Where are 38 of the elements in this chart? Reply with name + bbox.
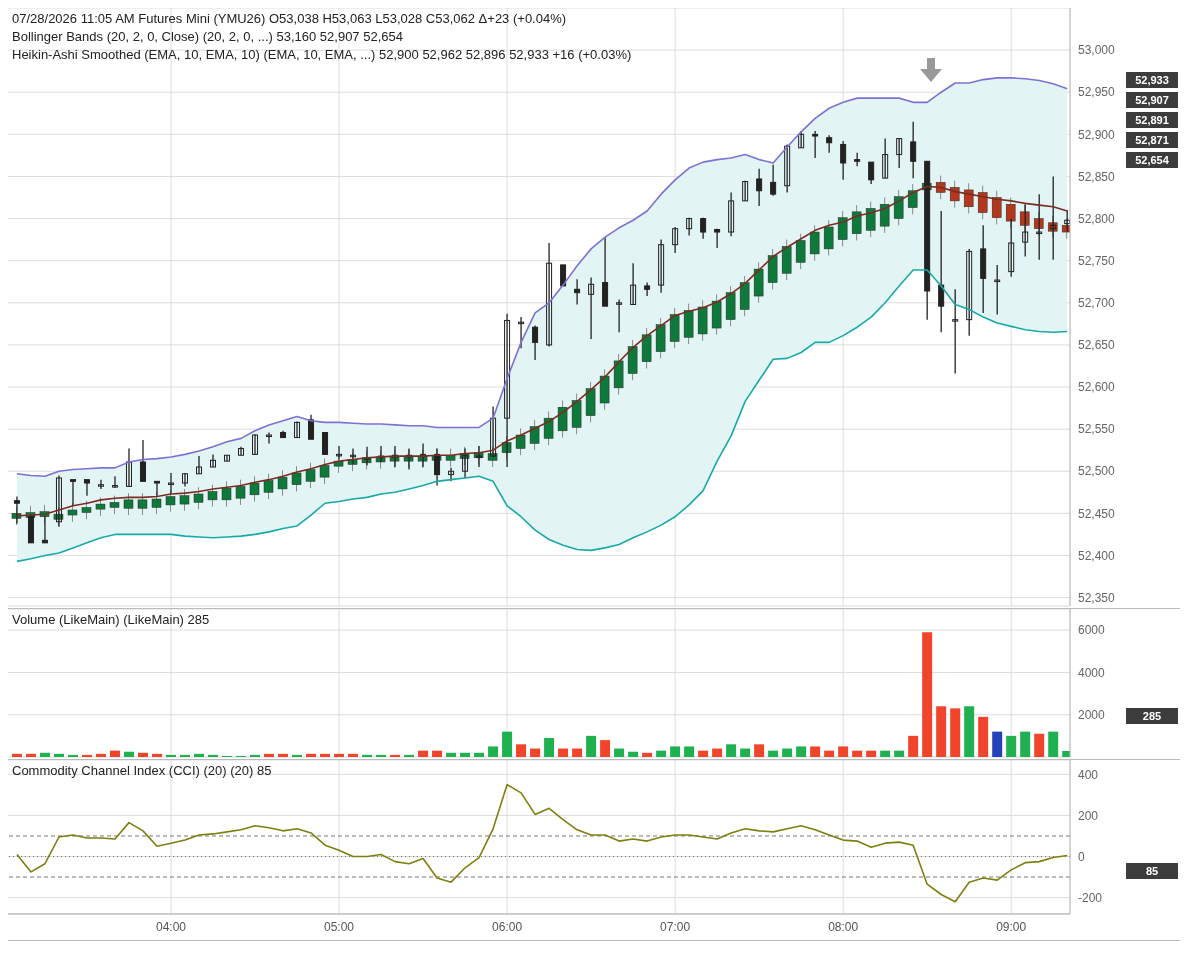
text: 285 <box>1126 707 1178 724</box>
y-tick-label: 52,400 <box>1078 548 1116 563</box>
y-tick-label: 52,800 <box>1078 211 1116 226</box>
y-tick-label: 400 <box>1078 767 1099 782</box>
x-tick-label: 08:00 <box>828 919 859 934</box>
y-tick-label: 52,900 <box>1078 127 1116 142</box>
y-tick-label: 52,450 <box>1078 506 1116 521</box>
y-tick-label: 0 <box>1078 849 1085 864</box>
x-tick-label: 04:00 <box>155 919 187 934</box>
y-tick-label: 52,750 <box>1078 253 1116 268</box>
y-tick-label: 52,500 <box>1078 464 1116 479</box>
chart-title: Commodity Channel Index (CCI) (20) (20) 85 <box>12 762 272 780</box>
x-tick-label: 05:00 <box>324 919 355 934</box>
text: 52,891 <box>1126 111 1178 128</box>
text: 52,871 <box>1126 131 1178 148</box>
text: 52,654 <box>1126 151 1178 168</box>
x-tick-label: 06:00 <box>492 919 523 934</box>
chart-title: Volume (LikeMain) (LikeMain) 285 <box>12 611 210 629</box>
y-tick-label: 52,850 <box>1078 169 1116 184</box>
y-tick-label: 2000 <box>1078 707 1106 722</box>
y-tick-label: 52,600 <box>1078 380 1116 395</box>
x-tick-label: 07:00 <box>660 919 691 934</box>
y-tick-label: 6000 <box>1078 623 1106 638</box>
text: 85 <box>1126 862 1178 879</box>
y-tick-label: 52,950 <box>1078 85 1116 100</box>
y-tick-label: 200 <box>1078 808 1099 823</box>
y-tick-label: 52,350 <box>1078 590 1116 605</box>
y-tick-label: 52,700 <box>1078 296 1116 311</box>
text: Bollinger Bands (20, 2, 0, Close) (20, 2, 0, ...) 53,160 52,907 52,654 Heikin-Ashi Smoothed (EMA, 10, EMA, 10) (EMA, 10, EMA, ...) 52,900 52,962 52,896 52,933 +16 (+0.03%) <box>12 28 632 64</box>
y-tick-label: -200 <box>1078 890 1103 905</box>
y-tick-label: 4000 <box>1078 665 1106 680</box>
text: 52,907 <box>1126 91 1178 108</box>
y-tick-label: 52,650 <box>1078 338 1116 353</box>
x-tick-label: 09:00 <box>996 919 1027 934</box>
chart-title: 07/28/2026 11:05 AM Futures Mini (YMU26) O53,038 H53,063 L53,028 C53,062 Δ+23 (+0.04%) <box>12 10 568 28</box>
y-tick-label: 52,550 <box>1078 422 1116 437</box>
y-tick-label: 53,000 <box>1078 43 1116 58</box>
text: 52,933 <box>1126 71 1178 88</box>
